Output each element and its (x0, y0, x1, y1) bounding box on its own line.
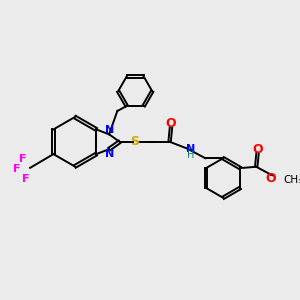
Text: F: F (19, 154, 26, 164)
Text: O: O (265, 172, 276, 184)
Text: O: O (252, 143, 263, 156)
Text: H: H (187, 150, 194, 160)
Text: F: F (22, 174, 30, 184)
Text: N: N (105, 148, 115, 159)
Text: CH₃: CH₃ (284, 175, 300, 185)
Text: S: S (130, 135, 139, 148)
Text: N: N (105, 125, 115, 135)
Text: F: F (13, 164, 21, 174)
Text: O: O (166, 117, 176, 130)
Text: N: N (186, 144, 195, 154)
